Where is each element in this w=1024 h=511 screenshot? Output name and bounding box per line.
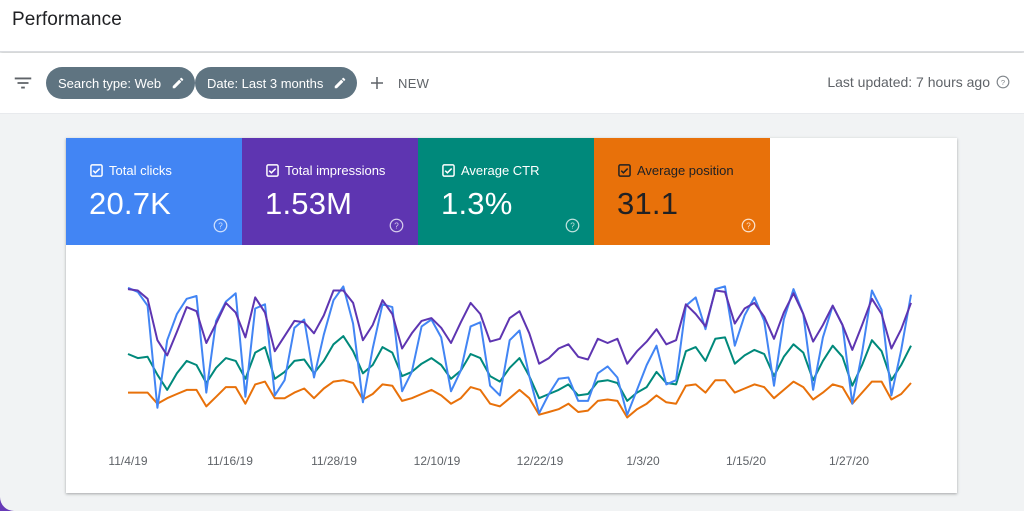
metric-value: 20.7K <box>89 186 172 221</box>
help-icon[interactable]: ? <box>565 218 580 233</box>
x-tick-label: 11/28/19 <box>311 454 357 468</box>
series-line-total-clicks <box>127 285 912 416</box>
series-line-average-ctr <box>127 335 912 402</box>
last-updated-text: Last updated: 7 hours ago <box>827 74 990 90</box>
metric-label: Total impressions <box>285 163 386 178</box>
metric-label-row: Total impressions <box>266 163 385 178</box>
date-range-chip-label: Date: Last 3 months <box>207 75 324 91</box>
search-type-chip[interactable]: Search type: Web <box>46 67 196 99</box>
metric-average-ctr[interactable]: Average CTR 1.3% ? <box>418 138 594 245</box>
performance-card: Total clicks 20.7K ? Total impressions 1… <box>66 138 957 493</box>
edit-icon <box>172 77 184 89</box>
page-title: Performance <box>12 9 122 30</box>
edit-icon <box>335 77 346 89</box>
search-type-chip-label: Search type: Web <box>58 75 162 91</box>
x-tick-label: 12/10/19 <box>414 454 461 468</box>
date-range-chip[interactable]: Date: Last 3 months <box>195 67 358 99</box>
metric-label: Total clicks <box>109 163 172 178</box>
new-filter-label: NEW <box>398 75 430 91</box>
x-tick-label: 12/22/19 <box>517 454 564 468</box>
x-tick-label: 11/16/19 <box>207 454 253 468</box>
help-icon[interactable]: ? <box>741 218 756 233</box>
checkbox-checked-icon[interactable] <box>90 164 103 177</box>
performance-line-chart: 11/4/19 11/16/19 11/28/19 12/10/19 12/22/19 1… <box>108 285 912 468</box>
metric-label: Average CTR <box>461 163 540 178</box>
metric-total-impressions[interactable]: Total impressions 1.53M ? <box>242 138 418 245</box>
x-tick-label: 11/4/19 <box>108 454 147 468</box>
metric-value: 1.53M <box>265 186 353 221</box>
help-icon[interactable]: ? <box>213 218 228 233</box>
metric-label-row: Average CTR <box>442 163 540 178</box>
new-filter-button[interactable]: NEW <box>368 69 429 97</box>
metric-label-row: Total clicks <box>90 163 172 178</box>
svg-text:?: ? <box>746 222 751 231</box>
last-updated-status: Last updated: 7 hours ago ? <box>827 74 1010 90</box>
filter-toolbar: Search type: Web Date: Last 3 months NEW… <box>0 53 1024 114</box>
series-line-total-impressions <box>127 288 912 365</box>
svg-text:?: ? <box>570 222 575 231</box>
metric-label: Average position <box>637 163 734 178</box>
svg-text:?: ? <box>218 222 223 231</box>
svg-text:?: ? <box>1001 78 1005 87</box>
x-tick-label: 1/15/20 <box>726 454 766 468</box>
metric-total-clicks[interactable]: Total clicks 20.7K ? <box>66 138 242 245</box>
x-tick-label: 1/27/20 <box>829 454 869 468</box>
help-icon[interactable]: ? <box>996 75 1010 89</box>
metric-value: 31.1 <box>617 186 679 221</box>
metric-label-row: Average position <box>618 163 734 178</box>
plus-icon <box>371 77 383 89</box>
metric-value: 1.3% <box>441 186 513 221</box>
filter-icon[interactable] <box>12 72 34 94</box>
series-line-average-position <box>128 379 912 419</box>
page-header: Performance <box>0 0 1024 52</box>
checkbox-checked-icon[interactable] <box>266 164 279 177</box>
svg-text:?: ? <box>394 222 399 231</box>
x-tick-label: 1/3/20 <box>626 454 660 468</box>
checkbox-checked-icon[interactable] <box>442 164 455 177</box>
help-icon[interactable]: ? <box>389 218 404 233</box>
checkbox-checked-icon[interactable] <box>618 164 631 177</box>
metric-average-position[interactable]: Average position 31.1 ? <box>594 138 770 245</box>
